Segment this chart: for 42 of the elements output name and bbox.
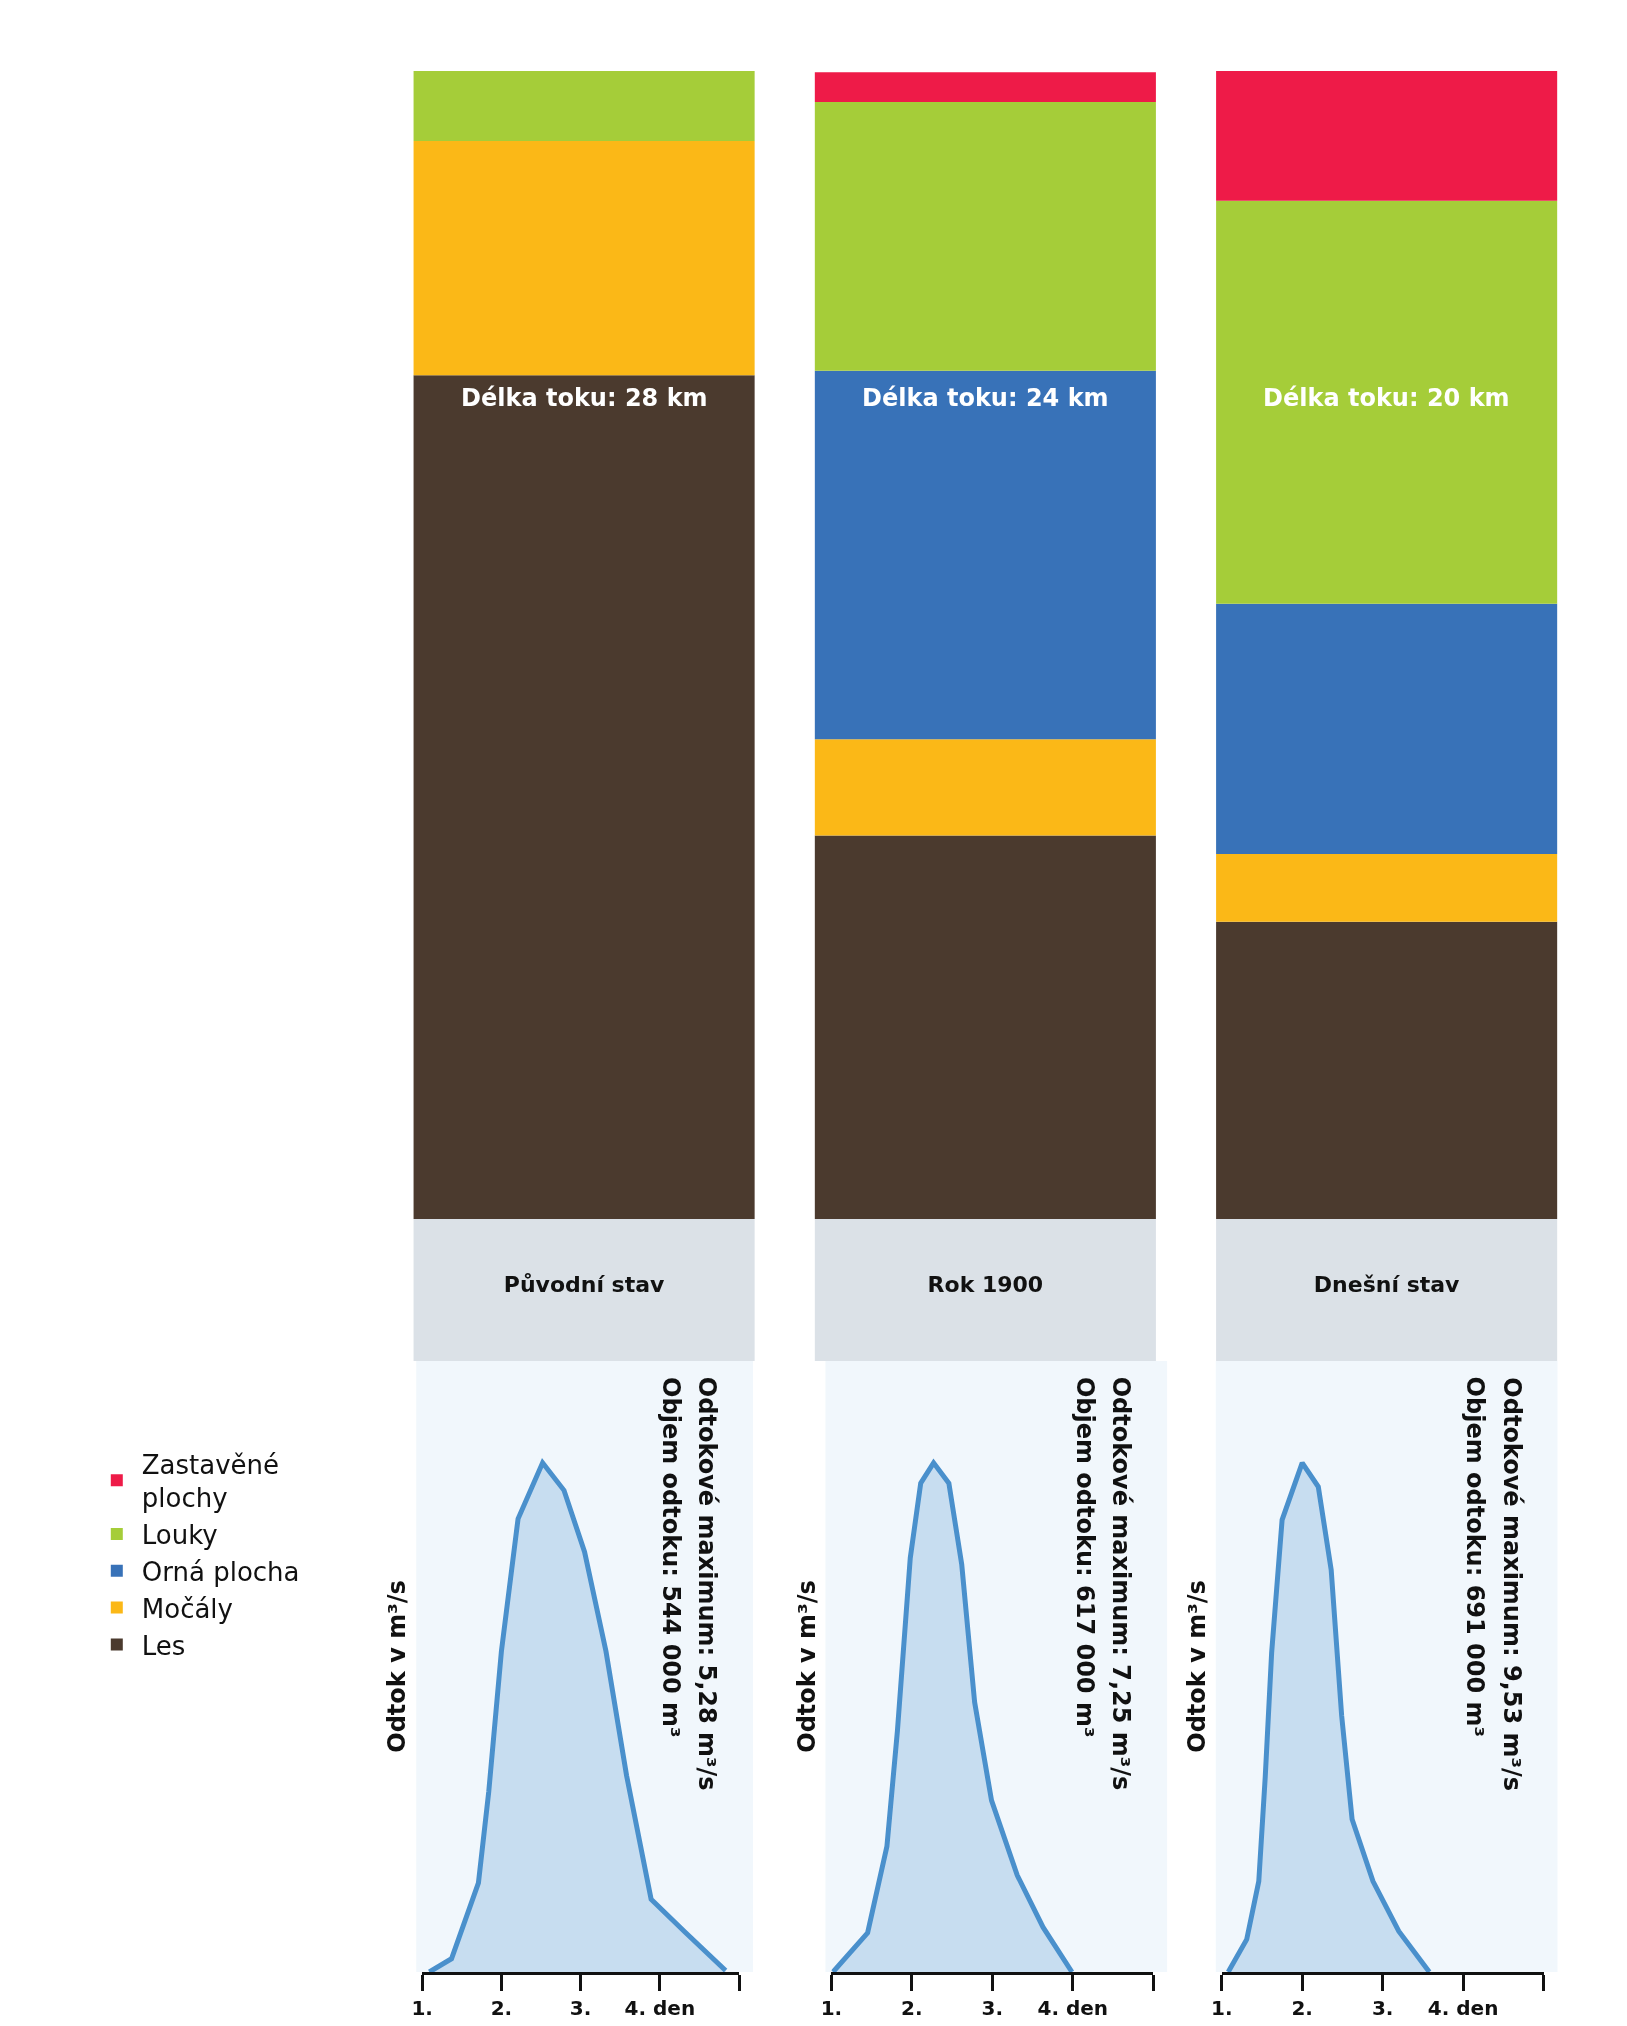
bar <box>814 102 1156 371</box>
legend-label: Orná plocha <box>141 1556 300 1587</box>
y-axis-title: Odtok v m³/s <box>1182 1580 1211 1753</box>
annotation: Délka toku: 28 km <box>461 384 708 412</box>
bar <box>413 71 755 142</box>
legend-label: Močály <box>141 1593 233 1624</box>
x-tick-label: 4. den <box>1037 1996 1109 2020</box>
bar <box>814 72 1156 102</box>
x-tick-label: 2. <box>490 1996 513 2020</box>
bar <box>413 141 755 376</box>
legend-label: Les <box>141 1630 186 1661</box>
x-tick-label: 4. den <box>624 1996 696 2020</box>
annotation: Odtokové maximum: 5,28 m³/s <box>693 1376 722 1791</box>
x-tick-label: 3. <box>981 1996 1004 2020</box>
annotation: Délka toku: 20 km <box>1263 384 1510 412</box>
x-tick-label: 3. <box>1371 1996 1394 2020</box>
x-tick-label: Původní stav <box>503 1272 666 1297</box>
x-tick-label: 2. <box>901 1996 923 2020</box>
annotation: Objem odtoku: 617 000 m³ <box>1071 1376 1100 1738</box>
legend-label: Zastavěné plochy <box>141 1449 280 1514</box>
bar <box>1216 200 1558 604</box>
x-tick-label: 3. <box>569 1996 592 2020</box>
y-axis-title: Odtok v m³/s <box>792 1580 821 1753</box>
x-tick-label: 4. den <box>1427 1996 1499 2020</box>
x-tick-label: 2. <box>1291 1996 1313 2020</box>
bar <box>1216 71 1558 201</box>
bar <box>1216 603 1558 854</box>
x-tick-label: 1. <box>820 1996 843 2020</box>
y-axis-title: Odtok v m³/s <box>383 1580 412 1753</box>
x-tick-label: Dnešní stav <box>1313 1272 1461 1297</box>
annotation: Objem odtoku: 544 000 m³ <box>656 1377 685 1738</box>
legend-label: Louky <box>141 1520 218 1551</box>
bar <box>814 370 1156 740</box>
bar <box>814 739 1156 836</box>
x-tick-label: 1. <box>1211 1996 1233 2020</box>
annotation: Odtokové maximum: 9,53 m³/s <box>1497 1377 1526 1792</box>
annotation: Odtokové maximum: 7,25 m³/s <box>1107 1376 1136 1791</box>
annotation: Délka toku: 24 km <box>862 384 1109 412</box>
bar <box>1216 853 1558 922</box>
annotation: Objem odtoku: 691 000 m³ <box>1461 1376 1490 1738</box>
x-tick-label: Rok 1900 <box>927 1272 1044 1297</box>
x-tick-label: 1. <box>411 1996 433 2020</box>
